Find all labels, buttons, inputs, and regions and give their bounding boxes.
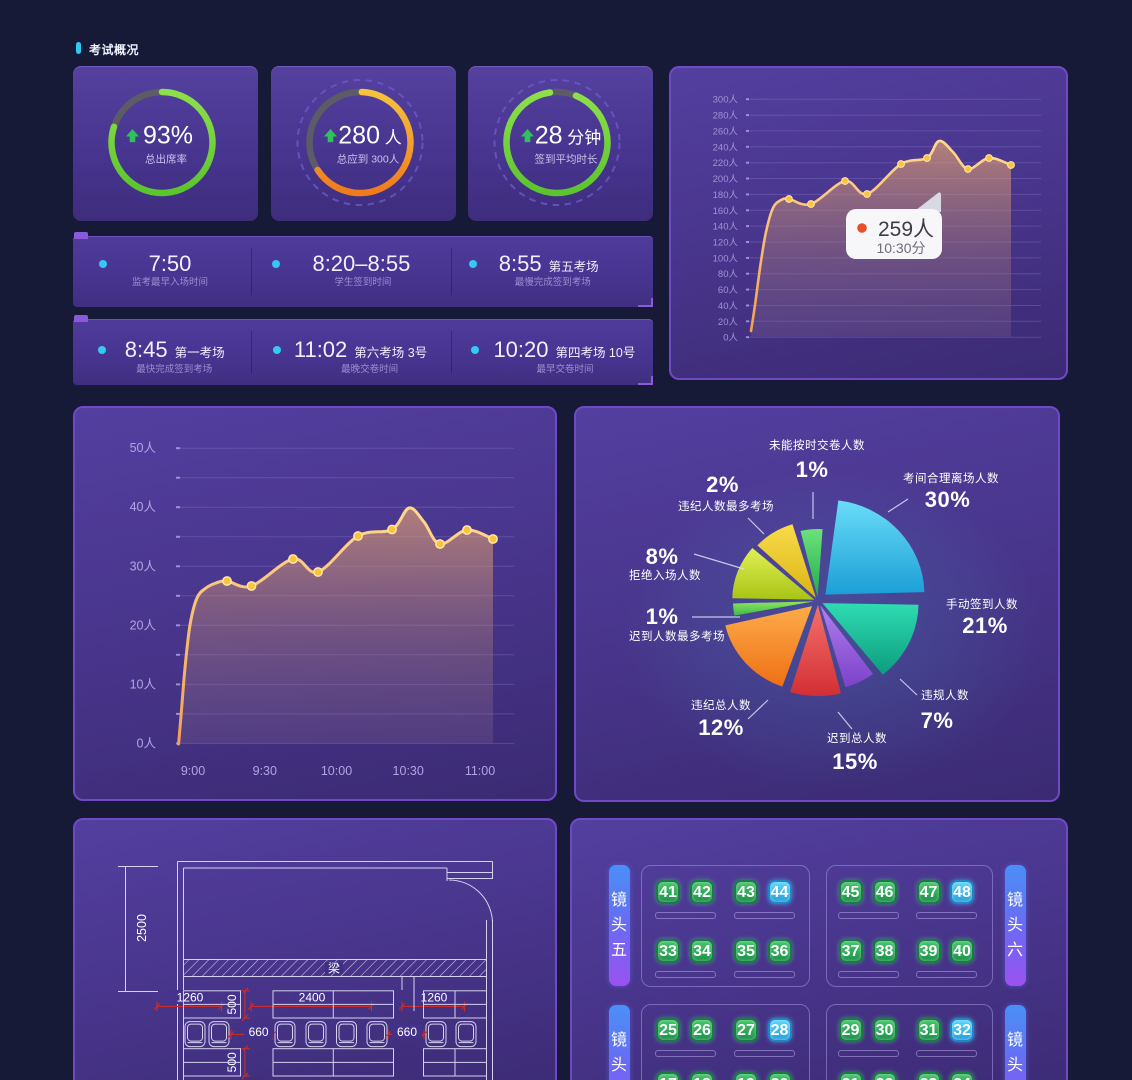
svg-text:280人: 280人 <box>713 111 739 122</box>
svg-text:660: 660 <box>249 1025 269 1039</box>
svg-text:20人: 20人 <box>718 317 739 328</box>
svg-text:0人: 0人 <box>137 736 157 750</box>
svg-text:10:30: 10:30 <box>393 764 424 778</box>
svg-text:80人: 80人 <box>718 269 739 280</box>
svg-text:9:30: 9:30 <box>253 764 277 778</box>
svg-text:20人: 20人 <box>130 618 157 632</box>
svg-text:10人: 10人 <box>130 677 157 691</box>
svg-text:40人: 40人 <box>718 301 739 312</box>
svg-text:10:00: 10:00 <box>321 764 352 778</box>
svg-text:120人: 120人 <box>713 238 739 249</box>
svg-text:10:30分: 10:30分 <box>876 240 925 256</box>
svg-text:100人: 100人 <box>713 253 739 264</box>
svg-text:1260: 1260 <box>177 991 204 1005</box>
svg-text:9:00: 9:00 <box>181 764 205 778</box>
svg-text:260人: 260人 <box>713 126 739 137</box>
svg-text:40人: 40人 <box>130 500 157 514</box>
svg-text:2500: 2500 <box>135 914 149 942</box>
svg-text:140人: 140人 <box>713 222 739 233</box>
svg-text:30人: 30人 <box>130 559 157 573</box>
svg-text:660: 660 <box>397 1025 417 1039</box>
svg-text:11:00: 11:00 <box>465 764 495 778</box>
svg-text:1260: 1260 <box>421 991 448 1005</box>
svg-text:160人: 160人 <box>713 206 739 217</box>
svg-text:梁: 梁 <box>328 961 340 976</box>
svg-text:2400: 2400 <box>299 991 326 1005</box>
svg-text:300人: 300人 <box>713 95 739 106</box>
svg-text:259人: 259人 <box>878 218 934 241</box>
svg-text:200人: 200人 <box>713 174 739 185</box>
svg-text:220人: 220人 <box>713 158 739 169</box>
svg-text:240人: 240人 <box>713 142 739 153</box>
svg-text:180人: 180人 <box>713 190 739 201</box>
svg-text:0人: 0人 <box>723 333 738 344</box>
svg-text:50人: 50人 <box>130 441 157 455</box>
svg-text:60人: 60人 <box>718 285 739 296</box>
